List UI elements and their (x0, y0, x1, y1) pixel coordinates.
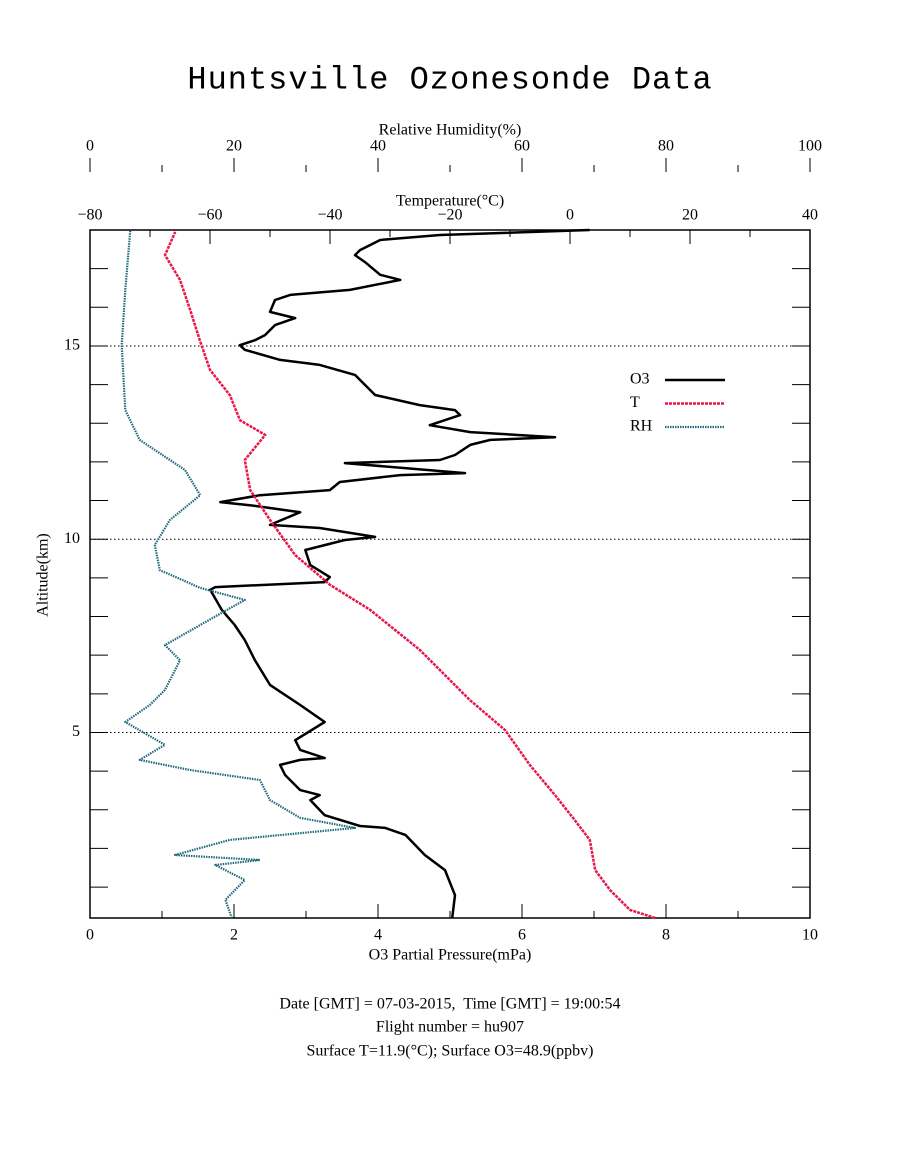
tick-label: 40 (802, 207, 818, 224)
tick-label: 0 (566, 207, 574, 224)
legend-label: RH (630, 418, 653, 435)
tick-label: 10 (802, 927, 818, 944)
tick-label: 20 (226, 138, 242, 155)
series-line (208, 228, 590, 919)
tick-label: 40 (370, 138, 386, 155)
y-axis-label: Altitude(km) (35, 533, 52, 617)
tick-label: −60 (197, 207, 222, 224)
tick-label: 8 (662, 927, 670, 944)
tick-label: 0 (86, 138, 94, 155)
series-line (120, 229, 357, 919)
tick-label: 0 (86, 927, 94, 944)
tick-label: 4 (374, 927, 382, 944)
y-tick-label: 5 (72, 723, 80, 740)
temp-axis-label: Temperature(°C) (396, 193, 504, 210)
y-tick-label: 15 (64, 337, 80, 354)
tick-label: 6 (518, 927, 526, 944)
tick-label: −20 (437, 207, 462, 224)
chart-title: Huntsville Ozonesonde Data (187, 61, 712, 98)
tick-label: 20 (682, 207, 698, 224)
tick-label: −40 (317, 207, 342, 224)
tick-label: 100 (798, 138, 822, 155)
legend-label: T (630, 394, 640, 411)
tick-label: −80 (77, 207, 102, 224)
footer-line: Surface T=11.9(°C); Surface O3=48.9(ppbv… (306, 1043, 593, 1060)
x-axis-label: O3 Partial Pressure(mPa) (369, 947, 532, 964)
legend-label: O3 (630, 371, 650, 388)
series-line (163, 231, 656, 920)
tick-label: 80 (658, 138, 674, 155)
plot-frame (89, 229, 811, 919)
tick-label: 2 (230, 927, 238, 944)
footer-line: Date [GMT] = 07-03-2015, Time [GMT] = 19… (279, 996, 620, 1013)
y-tick-label: 10 (64, 530, 80, 547)
tick-label: 60 (514, 138, 530, 155)
footer-line: Flight number = hu907 (376, 1019, 524, 1036)
rh-axis-label: Relative Humidity(%) (379, 122, 522, 139)
